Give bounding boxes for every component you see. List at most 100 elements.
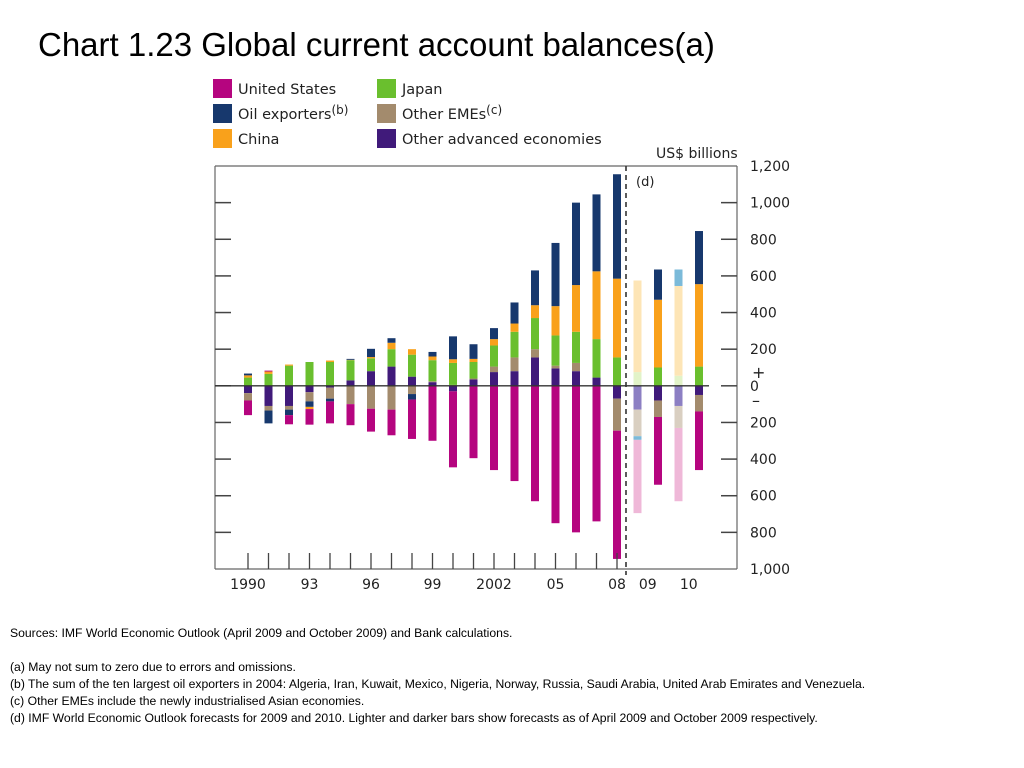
bar-segment-oil: [244, 373, 252, 376]
bar-segment-oil: [572, 202, 580, 286]
bar-segment-adv: [510, 371, 519, 386]
bar-segment-japan: [674, 375, 683, 386]
bar-segment-adv: [654, 385, 662, 401]
bar-segment-us: [264, 370, 273, 372]
bar-segment-adv: [531, 357, 539, 386]
bar-segment-us: [633, 439, 642, 514]
y-tick-label: 200: [750, 415, 777, 431]
bar-segment-adv: [572, 371, 580, 386]
bar-segment-emes: [510, 357, 519, 372]
bar-group: [654, 269, 662, 485]
bar-segment-us: [346, 404, 355, 426]
bar-segment-oil: [387, 338, 396, 343]
bar-segment-emes: [264, 405, 273, 411]
bar-segment-adv: [285, 385, 293, 406]
y-tick-label: 400: [750, 452, 777, 468]
bar-segment-oil: [264, 410, 273, 424]
bar-segment-china: [285, 364, 293, 366]
bar-group: [592, 194, 601, 522]
legend-sup-oil: (b): [332, 103, 349, 117]
bar-segment-oil: [449, 336, 457, 360]
bar-segment-china: [531, 305, 539, 319]
unit-label: US$ billions: [656, 146, 738, 162]
y-tick-label: 200: [750, 342, 777, 358]
bar-segment-japan: [510, 331, 519, 358]
plot-frame: [214, 165, 738, 570]
bar-segment-emes: [654, 400, 662, 417]
bar-segment-us: [572, 385, 580, 533]
bar-segment-china: [264, 371, 273, 374]
chart-legend: United States Oil exporters(b) China Japan O…: [213, 79, 602, 148]
y-tick-label: 800: [750, 525, 777, 541]
current-account-chart: United States Oil exporters(b) China Japan O…: [213, 79, 790, 593]
bar-segment-china: [654, 299, 662, 368]
bar-segment-china: [326, 360, 334, 363]
axes: 1,200 1,000 800 600 400 200 0 200 400 600 800 1,000…: [215, 146, 790, 593]
bar-segment-emes: [531, 349, 539, 358]
bar-segment-oil: [592, 194, 601, 272]
bar-segment-japan: [613, 357, 621, 386]
bar-segment-adv: [633, 385, 642, 410]
bar-group: [264, 370, 273, 424]
x-tick-label: 96: [362, 577, 380, 593]
bar-segment-china: [551, 306, 560, 336]
bar-segment-emes: [551, 365, 560, 369]
bar-segment-us: [490, 385, 498, 471]
chart-title: Chart 1.23 Global current account balanc…: [38, 26, 715, 63]
bar-segment-oil: [633, 436, 642, 440]
bar-segment-adv: [490, 372, 498, 386]
legend-swatch-us: [213, 79, 232, 98]
bar-segment-oil: [674, 269, 683, 286]
bar-segment-adv: [449, 385, 457, 392]
bar-segment-emes: [469, 378, 478, 380]
bar-segment-china: [633, 280, 642, 373]
bar-group: [469, 344, 478, 459]
bar-group: [572, 202, 580, 533]
bar-segment-emes: [285, 405, 293, 410]
bar-segment-emes: [305, 392, 314, 402]
minus-sign: –: [752, 391, 760, 410]
bar-group: [613, 174, 621, 559]
bar-segment-adv: [674, 385, 683, 406]
bar-segment-china: [613, 278, 621, 358]
footnote-b: (b) The sum of the ten largest oil expor…: [10, 677, 866, 691]
footnotes: Sources: IMF World Economic Outlook (Apr…: [10, 625, 1020, 727]
bar-segment-china: [592, 271, 601, 340]
legend-sup-emes: (c): [486, 103, 502, 117]
bar-segment-emes: [408, 385, 416, 395]
bar-group: [428, 351, 437, 441]
bar-group: [326, 360, 334, 424]
bar-group: [510, 302, 519, 482]
bar-segment-emes: [367, 385, 375, 409]
bar-segment-china: [387, 342, 396, 350]
bar-segment-us: [551, 385, 560, 524]
bar-segment-adv: [305, 385, 314, 393]
y-tick-label: 600: [750, 269, 777, 285]
bar-segment-china: [305, 406, 314, 410]
bar-segment-china: [244, 375, 252, 378]
bar-segment-oil: [531, 270, 539, 306]
bar-segment-oil: [510, 302, 519, 324]
footnote-d: (d) IMF World Economic Outlook forecasts…: [10, 711, 818, 725]
x-tick-label: 2002: [476, 577, 512, 593]
x-tick-label: 08: [608, 577, 626, 593]
x-tick-label: 93: [301, 577, 319, 593]
y-tick-label: 800: [750, 232, 777, 248]
bar-group: [244, 373, 252, 416]
bar-segment-us: [408, 399, 416, 439]
legend-label-emes: Other EMEs(c): [402, 103, 502, 123]
bar-segment-us: [387, 409, 396, 436]
bar-segment-oil: [428, 351, 437, 357]
bar-segment-japan: [531, 318, 539, 350]
bar-segment-us: [305, 409, 314, 425]
bar-group: [674, 269, 683, 502]
legend-swatch-oil: [213, 104, 232, 123]
legend-label-oil: Oil exporters(b): [238, 103, 348, 123]
bar-segment-adv: [346, 380, 355, 386]
legend-swatch-emes: [377, 104, 396, 123]
bar-group: [449, 336, 457, 468]
bar-segment-oil: [285, 409, 293, 416]
forecast-marker: (d): [636, 175, 654, 190]
bar-segment-china: [674, 285, 683, 376]
bar-segment-us: [244, 400, 252, 416]
